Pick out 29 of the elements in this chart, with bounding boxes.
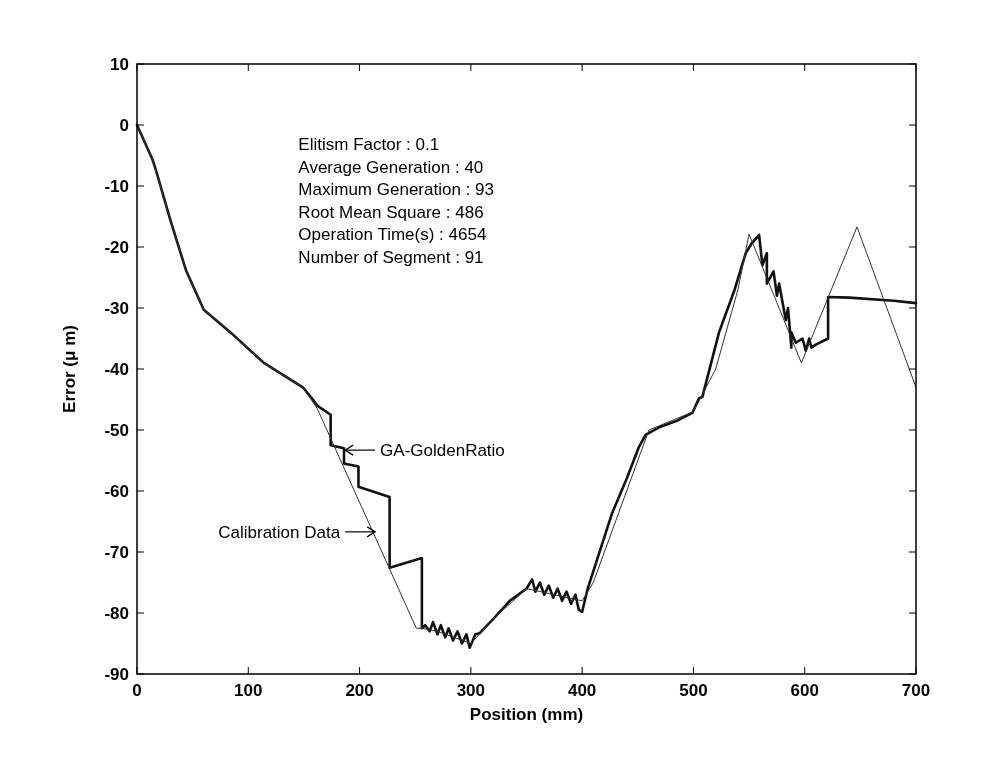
x-tick-label: 600 [790,681,819,700]
x-tick-label: 400 [567,681,597,700]
y-tick-label: 0 [119,116,129,135]
annotation: Average Generation : 40 [298,157,484,177]
annotation: Root Mean Square : 486 [298,202,484,222]
annotation: Maximum Generation : 93 [298,180,494,199]
x-tick-label: 300 [456,681,486,700]
y-axis-title: Error (μ m) [60,325,79,413]
y-tick-label: -20 [104,238,129,257]
x-tick-label: 200 [345,681,374,700]
x-tick-label: 700 [901,681,931,700]
x-tick-label: 0 [132,681,142,700]
y-tick-label: -70 [104,543,129,562]
y-tick-label: -90 [104,665,129,684]
annotation: GA-GoldenRatio [380,441,505,461]
annotation: Elitism Factor : 0.1 [298,135,440,154]
annotation: Number of Segment : 91 [298,247,484,267]
y-tick-label: -60 [104,482,129,501]
y-tick-label: -50 [104,421,129,440]
x-tick-label: 500 [679,681,708,700]
annotation: Operation Time(s) : 4654 [298,225,487,244]
y-tick-label: -40 [104,360,129,379]
x-axis-title: Position (mm) [469,705,584,724]
y-tick-label: -10 [104,177,129,196]
annotation: Calibration Data [218,522,341,542]
y-tick-label: -80 [104,604,129,623]
y-tick-label: 10 [110,55,129,74]
x-tick-label: 100 [234,681,263,700]
y-tick-label: -30 [104,299,129,318]
